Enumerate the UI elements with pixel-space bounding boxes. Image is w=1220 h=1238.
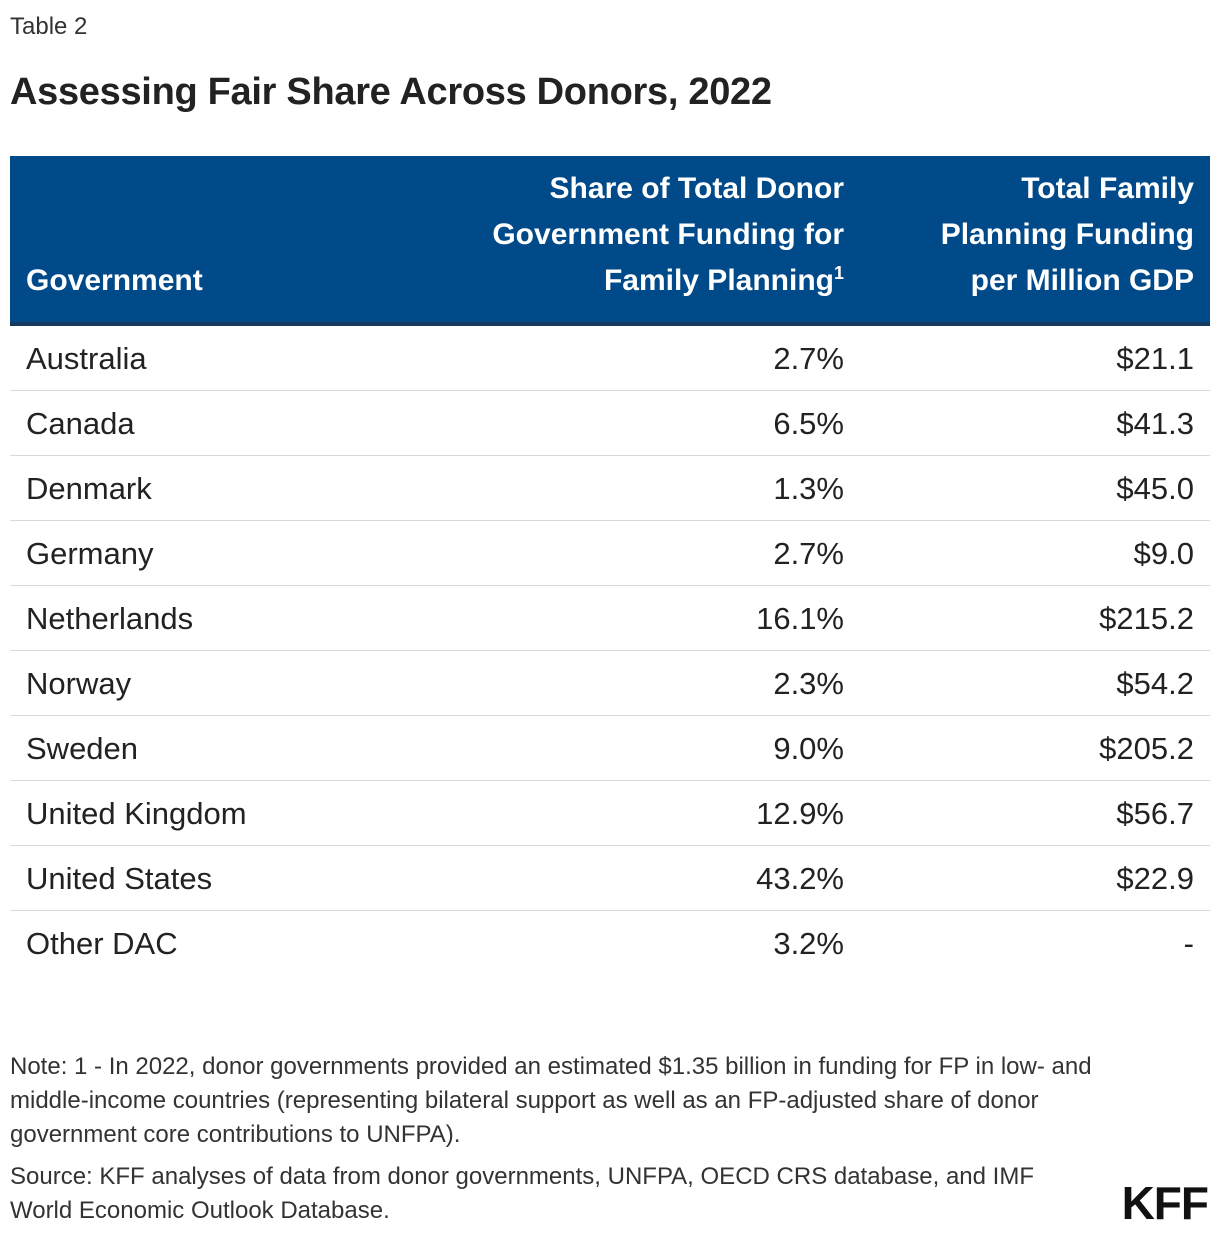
cell-share: 1.3% xyxy=(773,471,844,506)
table-row: Australia 2.7% $21.1 xyxy=(10,326,1210,391)
cell-fp-per-gdp: $41.3 xyxy=(1116,406,1194,441)
table-row: Other DAC 3.2% - xyxy=(10,911,1210,976)
cell-government: Norway xyxy=(26,666,132,701)
table-source: Source: KFF analyses of data from donor … xyxy=(10,1163,1034,1224)
cell-share: 12.9% xyxy=(756,796,844,831)
header-share: Share of Total Donor Government Funding … xyxy=(404,166,844,304)
header-government: Government xyxy=(26,264,203,297)
kff-logo: KFF xyxy=(1121,1177,1209,1229)
table-row: United States 43.2% $22.9 xyxy=(10,846,1210,911)
cell-share: 3.2% xyxy=(773,926,844,961)
cell-fp-per-gdp: $205.2 xyxy=(1099,731,1194,766)
table-header: Government Share of Total Donor Governme… xyxy=(10,156,1210,326)
table-row: United Kingdom 12.9% $56.7 xyxy=(10,781,1210,846)
cell-fp-per-gdp: $56.7 xyxy=(1116,796,1194,831)
table-row: Sweden 9.0% $205.2 xyxy=(10,716,1210,781)
cell-government: Sweden xyxy=(26,731,139,766)
table-row: Canada 6.5% $41.3 xyxy=(10,391,1210,456)
funding-table: Government Share of Total Donor Governme… xyxy=(10,156,1210,976)
cell-government: Denmark xyxy=(26,471,152,506)
cell-share: 16.1% xyxy=(756,601,844,636)
table-row: Norway 2.3% $54.2 xyxy=(10,651,1210,716)
cell-government: United States xyxy=(26,861,213,896)
cell-share: 6.5% xyxy=(773,406,844,441)
cell-government: Germany xyxy=(26,536,154,571)
header-share-footnote: 1 xyxy=(833,263,844,283)
table-row: Germany 2.7% $9.0 xyxy=(10,521,1210,586)
cell-government: Other DAC xyxy=(26,926,178,961)
cell-fp-per-gdp: $9.0 xyxy=(1133,536,1194,571)
cell-government: United Kingdom xyxy=(26,796,247,831)
cell-share: 2.3% xyxy=(773,666,844,701)
table-note: Note: 1 - In 2022, donor governments pro… xyxy=(10,1053,1092,1148)
cell-share: 9.0% xyxy=(773,731,844,766)
header-share-text: Share of Total Donor Government Funding … xyxy=(492,172,844,297)
cell-fp-per-gdp: $45.0 xyxy=(1116,471,1194,506)
cell-share: 43.2% xyxy=(756,861,844,896)
cell-government: Australia xyxy=(26,341,147,376)
cell-fp-per-gdp: $54.2 xyxy=(1116,666,1194,701)
cell-share: 2.7% xyxy=(773,536,844,571)
cell-fp-per-gdp: $21.1 xyxy=(1116,341,1194,376)
cell-fp-per-gdp: $22.9 xyxy=(1116,861,1194,896)
table-row: Denmark 1.3% $45.0 xyxy=(10,456,1210,521)
cell-government: Netherlands xyxy=(26,601,194,636)
cell-government: Canada xyxy=(26,406,135,441)
cell-fp-per-gdp: - xyxy=(1183,926,1194,961)
table-title: Assessing Fair Share Across Donors, 2022 xyxy=(10,71,772,113)
header-fp-per-gdp: Total Family Planning Funding per Millio… xyxy=(940,172,1194,297)
cell-fp-per-gdp: $215.2 xyxy=(1099,601,1194,636)
table-label: Table 2 xyxy=(10,13,88,40)
table-row: Netherlands 16.1% $215.2 xyxy=(10,586,1210,651)
cell-share: 2.7% xyxy=(773,341,844,376)
